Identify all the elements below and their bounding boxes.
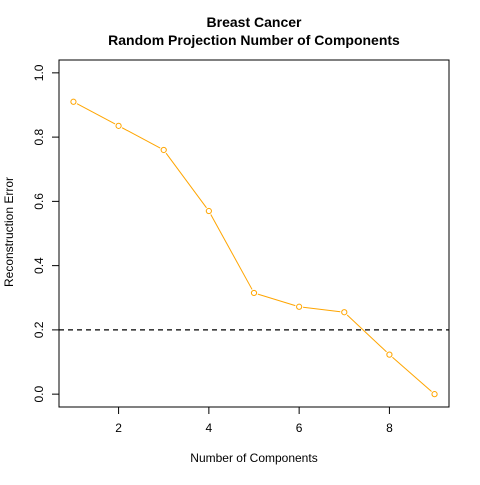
series-line-segment [121, 127, 161, 149]
series-line-segment [76, 103, 116, 125]
y-tick-label: 0.0 [32, 385, 46, 402]
x-tick-label: 6 [296, 421, 303, 435]
y-tick-label: 0.8 [32, 128, 46, 145]
series-line-segment [165, 152, 207, 209]
series-line-segment [210, 214, 253, 290]
x-tick-label: 8 [386, 421, 393, 435]
y-tick-label: 0.6 [32, 193, 46, 210]
x-tick-label: 4 [206, 421, 213, 435]
data-point [115, 122, 122, 129]
y-tick-label: 0.4 [32, 257, 46, 274]
chart-subtitle: Random Projection Number of Components [108, 32, 400, 48]
x-tick-label: 2 [115, 421, 122, 435]
x-axis-title: Number of Components [190, 451, 317, 465]
series-line-segment [346, 314, 387, 353]
data-point [341, 309, 348, 316]
data-point [205, 207, 212, 215]
y-axis-title: Reconstruction Error [2, 177, 16, 287]
series-line-segment [303, 306, 341, 313]
data-point [160, 146, 167, 154]
y-tick-label: 1.0 [32, 64, 46, 81]
data-point [250, 289, 258, 297]
data-point [431, 391, 438, 398]
data-point [386, 351, 393, 358]
plot-frame [58, 59, 450, 408]
y-tick-label: 0.2 [32, 321, 46, 338]
chart-title: Breast Cancer [207, 14, 302, 30]
series-line-segment [257, 293, 296, 307]
series-line-segment [392, 356, 432, 392]
data-point [296, 303, 303, 310]
plot-layer: 2 4 6 8 0.0 0.2 0.4 0.6 0.8 1.0 [32, 59, 450, 435]
data-point [70, 98, 77, 105]
